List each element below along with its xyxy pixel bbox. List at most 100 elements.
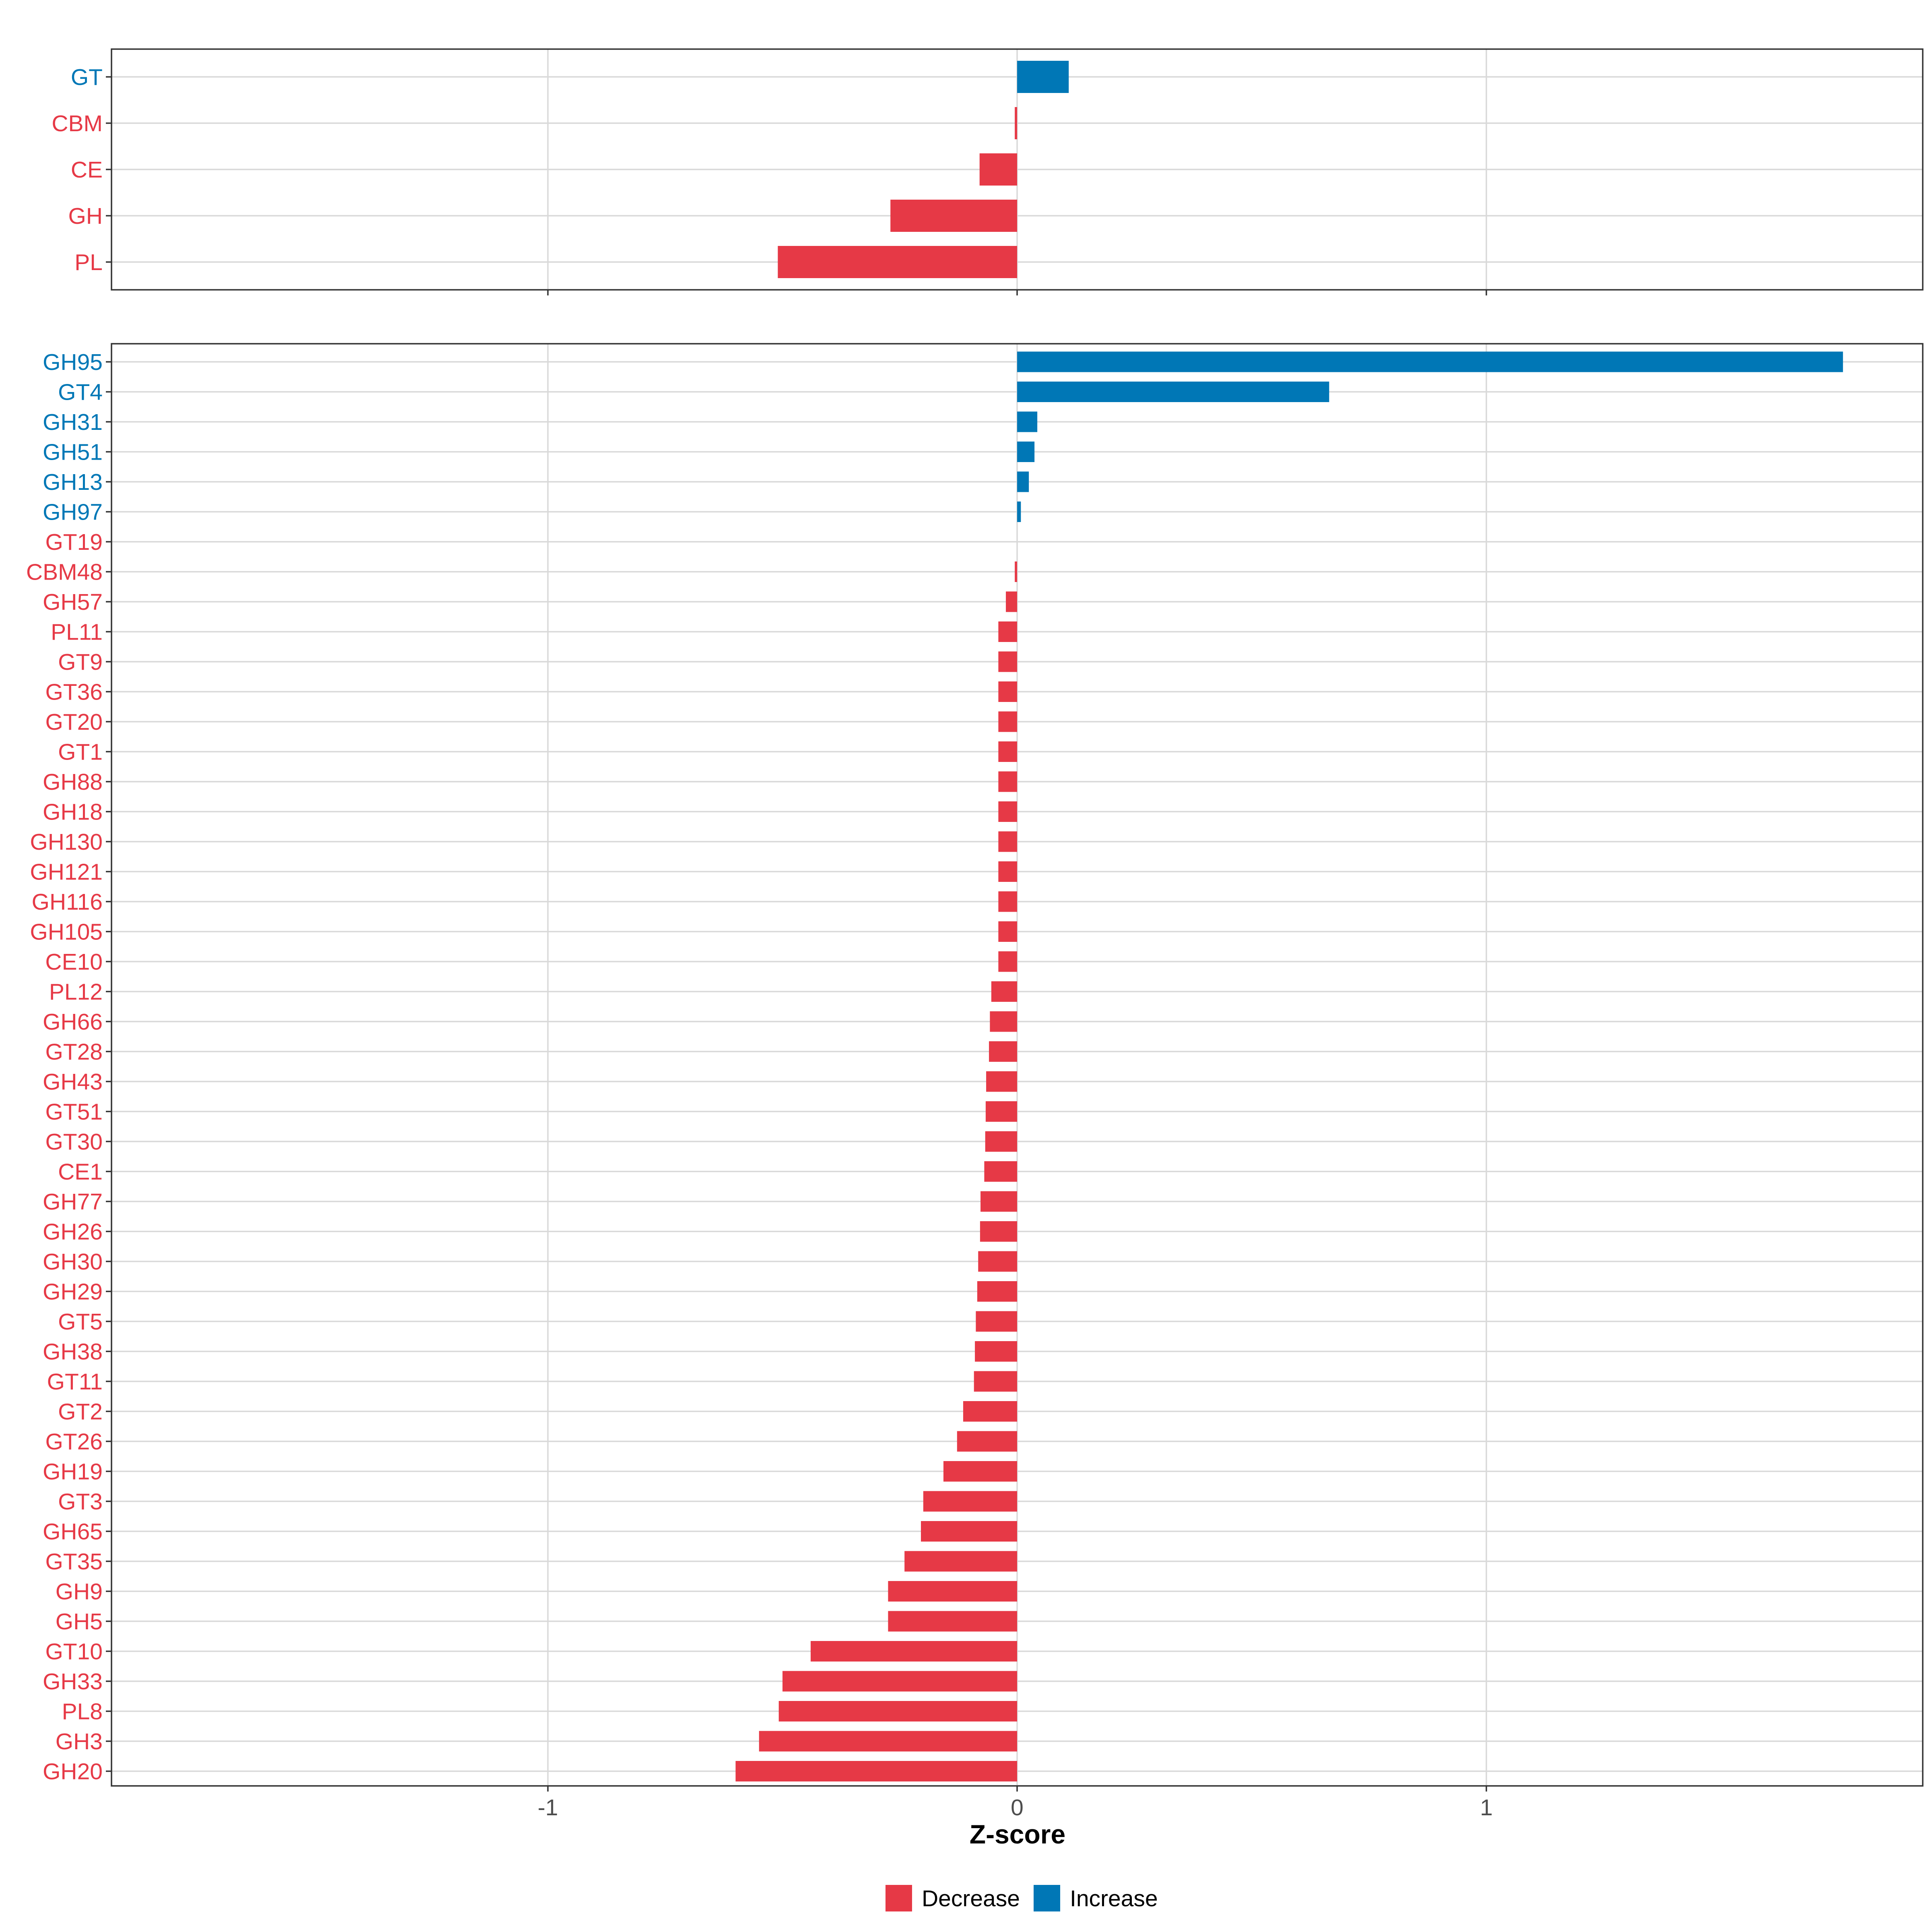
y-tick-label-ce: CE — [71, 157, 103, 183]
bar-gt2 — [963, 1401, 1017, 1422]
bar-gh66 — [990, 1011, 1017, 1032]
y-tick-label-gt5: GT5 — [58, 1309, 103, 1335]
bar-gt51 — [985, 1101, 1017, 1122]
y-tick-label-gh13: GH13 — [43, 469, 103, 495]
bar-pl11 — [998, 621, 1017, 642]
y-tick-label-gh29: GH29 — [43, 1279, 103, 1305]
y-tick-label-gh77: GH77 — [43, 1189, 103, 1215]
bar-gh65 — [921, 1521, 1017, 1542]
bar-gt1 — [998, 741, 1017, 762]
y-tick-label-ce1: CE1 — [58, 1159, 103, 1185]
y-tick-label-gt3: GT3 — [58, 1489, 103, 1515]
y-tick-label-cbm48: CBM48 — [26, 559, 103, 585]
y-tick-label-gh95: GH95 — [43, 349, 103, 375]
legend-swatch-increase — [1034, 1885, 1060, 1911]
y-tick-label-gh121: GH121 — [30, 859, 103, 885]
y-tick-label-gt2: GT2 — [58, 1399, 103, 1425]
bar-pl — [778, 246, 1017, 278]
y-tick-label-gh31: GH31 — [43, 409, 103, 435]
bar-gt30 — [985, 1131, 1017, 1152]
bar-gh105 — [998, 921, 1017, 942]
y-tick-label-gh57: GH57 — [43, 589, 103, 615]
y-tick-label-gh19: GH19 — [43, 1459, 103, 1485]
bar-gt35 — [904, 1551, 1017, 1572]
bar-gt5 — [976, 1311, 1017, 1332]
y-tick-label-gh3: GH3 — [56, 1729, 103, 1754]
bar-gt11 — [974, 1371, 1017, 1392]
y-tick-label-gt26: GT26 — [45, 1429, 103, 1455]
y-tick-label-gh5: GH5 — [56, 1609, 103, 1635]
bar-gt10 — [811, 1641, 1017, 1662]
y-tick-label-pl12: PL12 — [49, 979, 103, 1005]
y-tick-label-gh38: GH38 — [43, 1339, 103, 1365]
y-tick-label-ce10: CE10 — [45, 949, 103, 975]
bar-gt28 — [989, 1041, 1017, 1062]
y-tick-label-gh116: GH116 — [32, 889, 103, 915]
bar-gh — [890, 200, 1017, 232]
x-tick-label: 1 — [1480, 1795, 1493, 1821]
bar-gt — [1017, 61, 1069, 93]
bar-cbm — [1015, 107, 1017, 139]
y-tick-label-gt28: GT28 — [45, 1039, 103, 1065]
bar-gh57 — [1006, 591, 1017, 612]
y-tick-label-gh130: GH130 — [30, 829, 103, 855]
bar-gh121 — [998, 861, 1017, 882]
y-tick-label-gt11: GT11 — [47, 1369, 103, 1395]
x-tick-label: 0 — [1011, 1795, 1024, 1821]
bar-gt20 — [998, 711, 1017, 732]
bar-gt26 — [957, 1431, 1017, 1452]
bar-ce — [979, 153, 1017, 186]
y-tick-label-gh88: GH88 — [43, 769, 103, 795]
bar-gh29 — [977, 1281, 1017, 1302]
legend-label-decrease: Decrease — [922, 1886, 1020, 1911]
bar-gt9 — [998, 651, 1017, 672]
bar-gh3 — [759, 1731, 1017, 1752]
bar-gh51 — [1017, 442, 1035, 462]
y-tick-label-gh33: GH33 — [43, 1669, 103, 1695]
bar-gt4 — [1017, 382, 1329, 402]
bar-gh97 — [1017, 502, 1021, 522]
x-axis-title: Z-score — [970, 1819, 1065, 1849]
y-tick-label-gt51: GT51 — [45, 1099, 103, 1125]
legend-label-increase: Increase — [1070, 1886, 1158, 1911]
y-tick-label-gt9: GT9 — [58, 649, 103, 675]
bottom-panel: GH95GT4GH31GH51GH13GH97GT19CBM48GH57PL11… — [26, 343, 1924, 1821]
bar-gh38 — [975, 1341, 1017, 1362]
bar-gh31 — [1017, 411, 1038, 432]
bar-gh130 — [998, 831, 1017, 852]
top-panel: GT CBM CE GH PL — [52, 48, 1924, 295]
bar-gh26 — [980, 1221, 1017, 1242]
y-tick-label-gt35: GT35 — [45, 1549, 103, 1575]
x-tick-label: -1 — [538, 1795, 558, 1821]
bar-gh5 — [888, 1611, 1017, 1632]
bar-gh33 — [782, 1671, 1017, 1692]
y-tick-label-gt4: GT4 — [58, 380, 103, 405]
bar-pl12 — [991, 981, 1017, 1002]
y-tick-label-gh9: GH9 — [56, 1579, 103, 1605]
bar-pl8 — [778, 1701, 1017, 1721]
bar-ce10 — [998, 951, 1017, 972]
y-tick-label-gt1: GT1 — [58, 739, 103, 765]
y-tick-label-gh43: GH43 — [43, 1069, 103, 1095]
y-tick-label-gh65: GH65 — [43, 1519, 103, 1545]
y-tick-label-gh66: GH66 — [43, 1009, 103, 1035]
legend: Decrease Increase — [886, 1885, 1158, 1911]
bar-gh116 — [998, 891, 1017, 912]
y-tick-label-gt20: GT20 — [45, 709, 103, 735]
y-tick-label-pl8: PL8 — [62, 1699, 103, 1725]
bar-cbm48 — [1015, 561, 1017, 582]
y-tick-label-gt30: GT30 — [45, 1129, 103, 1155]
bar-gt3 — [923, 1491, 1017, 1512]
y-tick-label-cbm: CBM — [52, 111, 103, 136]
y-tick-label-pl: PL — [74, 250, 103, 275]
bar-ce1 — [984, 1161, 1017, 1182]
y-tick-label-pl11: PL11 — [51, 619, 103, 645]
y-tick-label-gh: GH — [68, 203, 103, 229]
y-tick-label-gt36: GT36 — [45, 679, 103, 705]
bar-gh9 — [888, 1581, 1017, 1602]
y-tick-label-gt10: GT10 — [45, 1639, 103, 1665]
bar-gh18 — [998, 801, 1017, 822]
y-tick-label-gh26: GH26 — [43, 1219, 103, 1245]
bar-gh13 — [1017, 471, 1029, 492]
